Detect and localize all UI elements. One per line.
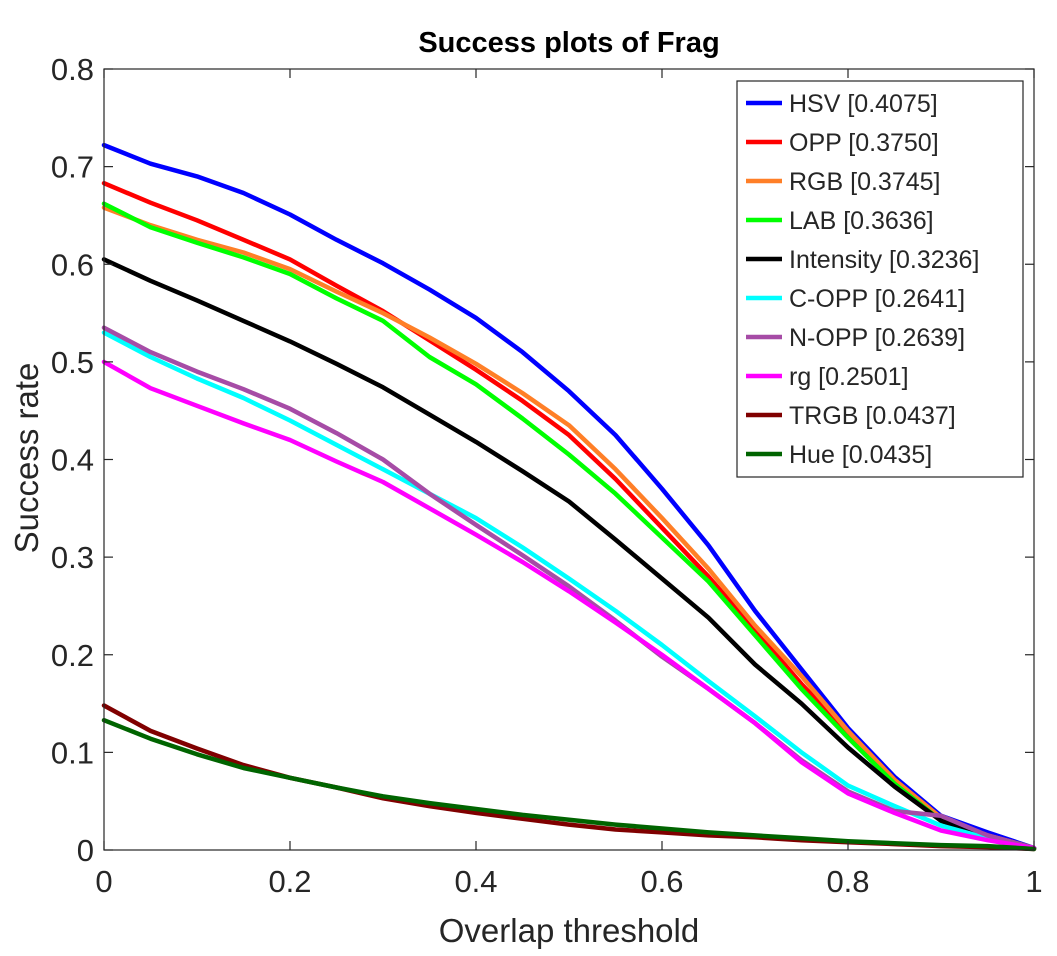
legend-entry-label: TRGB [0.0437] bbox=[789, 402, 956, 430]
y-tick-label: 0.5 bbox=[51, 345, 94, 380]
legend-entry-label: HSV [0.4075] bbox=[789, 90, 938, 118]
legend-entry-label: OPP [0.3750] bbox=[789, 129, 939, 157]
x-axis-label: Overlap threshold bbox=[439, 912, 699, 949]
legend-entry-label: N-OPP [0.2639] bbox=[789, 324, 965, 352]
series-line-5 bbox=[101, 330, 1037, 851]
y-tick-label: 0.6 bbox=[51, 247, 94, 282]
legend-entry-label: Hue [0.0435] bbox=[789, 441, 932, 469]
y-tick-label: 0.4 bbox=[51, 443, 94, 478]
series-line-3 bbox=[101, 201, 1037, 851]
chart-title: Success plots of Frag bbox=[418, 27, 719, 59]
x-tick-label: 0.8 bbox=[826, 864, 869, 899]
axis-ticks: 0 0.2 0.4 0.6 0.8 1 0 0.1 0.2 0.3 0.4 0.5 0.6 0.7 0.8 bbox=[51, 52, 1043, 899]
y-tick-label: 0.2 bbox=[51, 638, 94, 673]
series-line-2 bbox=[101, 205, 1037, 851]
x-tick-label: 0 bbox=[95, 864, 112, 899]
x-tick-label: 0.4 bbox=[454, 864, 497, 899]
x-tick-label: 1 bbox=[1025, 864, 1042, 899]
y-tick-label: 0.7 bbox=[51, 150, 94, 185]
legend-entry-label: RGB [0.3745] bbox=[789, 168, 940, 196]
legend-entry-label: Intensity [0.3236] bbox=[789, 246, 979, 274]
legend-box bbox=[736, 80, 1024, 478]
y-tick-label: 0.3 bbox=[51, 540, 94, 575]
y-tick-label: 0.1 bbox=[51, 735, 94, 770]
y-tick-label: 0.8 bbox=[51, 52, 94, 87]
x-tick-label: 0.6 bbox=[640, 864, 683, 899]
y-tick-label: 0 bbox=[77, 833, 94, 868]
legend-entry-label: LAB [0.3636] bbox=[789, 207, 934, 235]
legend-entry-label: rg [0.2501] bbox=[789, 363, 909, 391]
legend-entry-label: C-OPP [0.2641] bbox=[789, 285, 965, 313]
y-axis-label: Success rate bbox=[8, 363, 45, 554]
series-line-7 bbox=[101, 359, 1037, 851]
legend: HSV [0.4075] OPP [0.3750] RGB [0.3745] LAB … bbox=[736, 80, 1024, 478]
series-line-4 bbox=[101, 257, 1037, 851]
x-tick-label: 0.2 bbox=[268, 864, 311, 899]
series-line-9 bbox=[101, 717, 1037, 852]
